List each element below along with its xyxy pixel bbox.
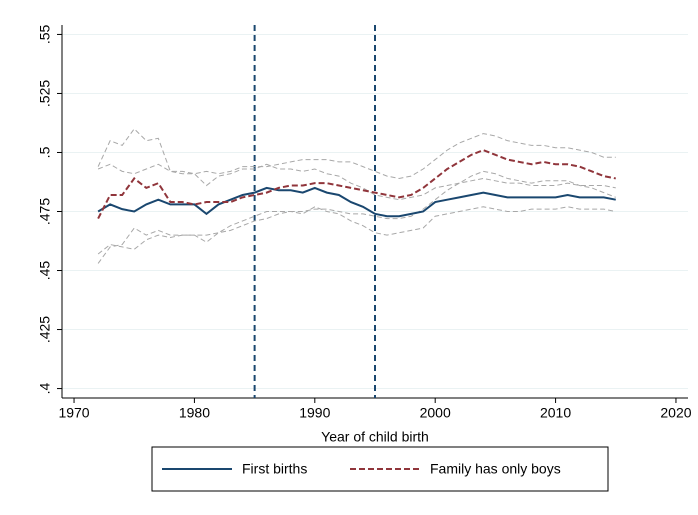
x-tick-label: 1980	[179, 405, 210, 421]
x-tick-label: 1970	[58, 405, 89, 421]
y-tick-label: .5	[37, 146, 53, 158]
y-tick-label: .425	[37, 316, 53, 343]
ci-line	[97, 170, 616, 264]
y-tick-label: .475	[37, 198, 53, 225]
ci-line	[97, 163, 616, 201]
x-tick-label: 2020	[660, 405, 691, 421]
x-tick-label: 2000	[420, 405, 451, 421]
y-tick-label: .45	[37, 261, 53, 281]
legend-label: First births	[242, 461, 307, 477]
series-line	[97, 186, 616, 218]
series-line	[97, 149, 616, 220]
ci-line	[97, 128, 616, 179]
x-tick-label: 2010	[540, 405, 571, 421]
y-tick-label: .4	[37, 383, 53, 395]
ci-line	[97, 206, 616, 255]
legend-label: Family has only boys	[430, 461, 561, 477]
y-tick-label: .55	[37, 25, 53, 45]
x-tick-label: 1990	[299, 405, 330, 421]
y-tick-label: .525	[37, 80, 53, 107]
x-axis-label: Year of child birth	[321, 429, 429, 445]
